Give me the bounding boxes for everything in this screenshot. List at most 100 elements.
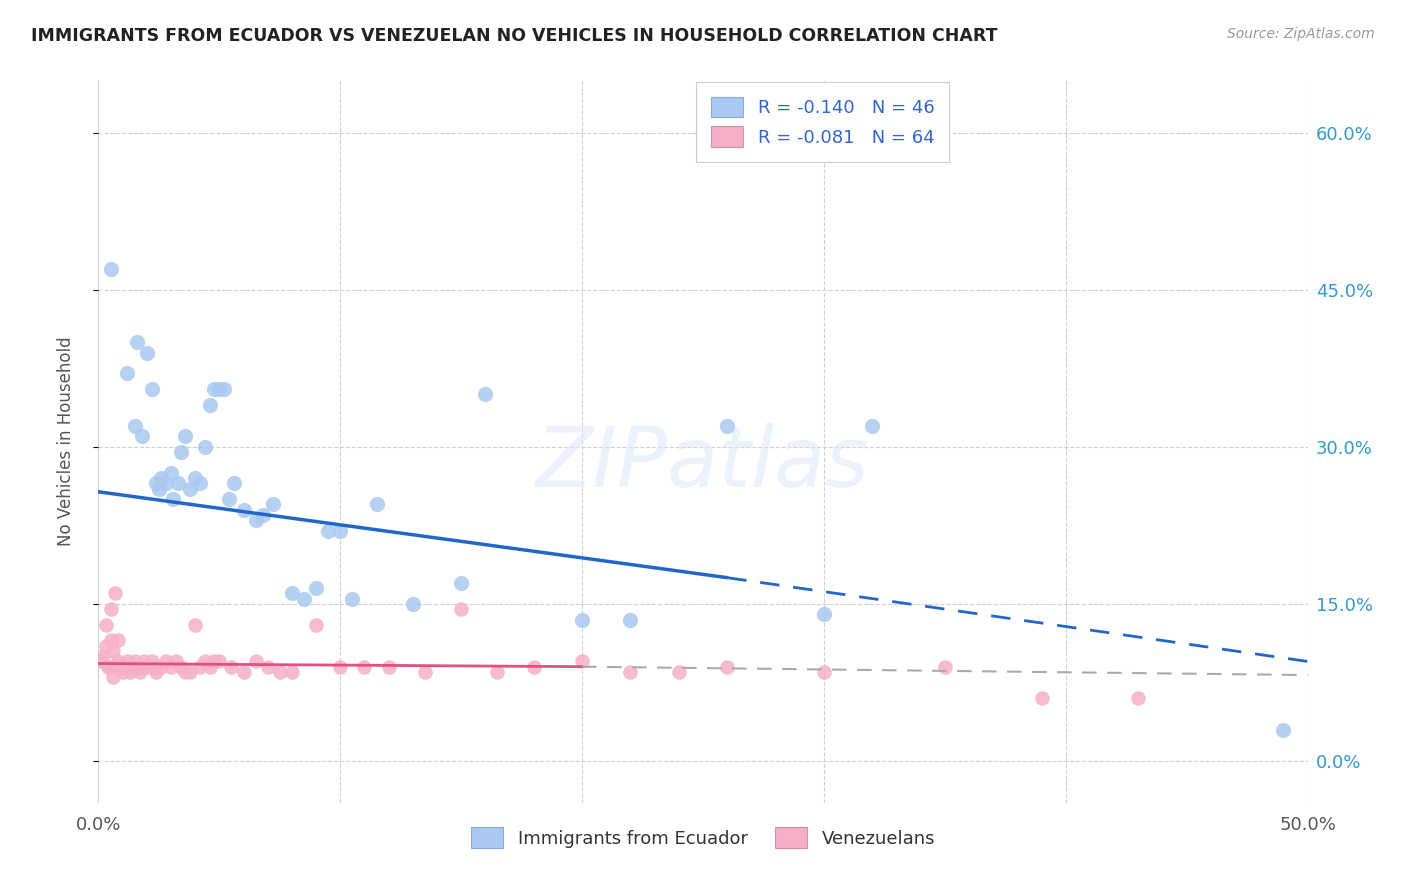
Point: [141, 655, 163, 669]
Point: [169, 659, 191, 673]
Point: [305, 617, 328, 632]
Point: [148, 482, 170, 496]
Point: [934, 659, 956, 673]
Point: [100, 602, 122, 616]
Point: [204, 382, 226, 396]
Point: [305, 581, 328, 595]
Point: [128, 665, 150, 679]
Point: [118, 665, 141, 679]
Point: [179, 665, 201, 679]
Point: [269, 665, 291, 679]
Point: [329, 659, 352, 673]
Point: [124, 418, 146, 433]
Point: [450, 602, 472, 616]
Point: [571, 613, 593, 627]
Point: [134, 655, 156, 669]
Point: [413, 665, 436, 679]
Point: [155, 655, 177, 669]
Point: [107, 633, 129, 648]
Point: [813, 665, 835, 679]
Point: [208, 655, 231, 669]
Point: [131, 659, 153, 673]
Point: [232, 665, 254, 679]
Point: [194, 655, 217, 669]
Text: Source: ZipAtlas.com: Source: ZipAtlas.com: [1227, 27, 1375, 41]
Point: [232, 502, 254, 516]
Point: [281, 586, 304, 600]
Point: [174, 665, 197, 679]
Point: [114, 659, 136, 673]
Point: [104, 586, 127, 600]
Point: [619, 665, 641, 679]
Point: [194, 440, 217, 454]
Point: [366, 497, 388, 511]
Point: [281, 665, 304, 679]
Point: [150, 659, 173, 673]
Point: [1272, 723, 1295, 737]
Point: [1031, 691, 1053, 706]
Point: [131, 429, 153, 443]
Point: [135, 345, 157, 359]
Point: [377, 659, 399, 673]
Point: [523, 659, 546, 673]
Point: [245, 513, 267, 527]
Point: [353, 659, 375, 673]
Point: [486, 665, 509, 679]
Point: [222, 476, 245, 491]
Point: [342, 591, 364, 606]
Point: [619, 613, 641, 627]
Point: [121, 659, 143, 673]
Point: [155, 476, 177, 491]
Point: [813, 607, 835, 622]
Point: [104, 659, 127, 673]
Point: [184, 471, 207, 485]
Point: [208, 382, 231, 396]
Point: [188, 659, 211, 673]
Point: [198, 659, 221, 673]
Point: [94, 639, 117, 653]
Point: [91, 649, 114, 664]
Point: [97, 659, 120, 673]
Point: [108, 659, 131, 673]
Point: [252, 508, 274, 522]
Point: [101, 644, 124, 658]
Point: [150, 471, 173, 485]
Point: [162, 492, 184, 507]
Point: [124, 655, 146, 669]
Point: [135, 659, 157, 673]
Point: [179, 482, 201, 496]
Point: [474, 387, 496, 401]
Point: [188, 476, 211, 491]
Point: [145, 665, 167, 679]
Point: [256, 659, 278, 673]
Point: [245, 655, 267, 669]
Point: [1128, 691, 1150, 706]
Point: [668, 665, 690, 679]
Legend: Immigrants from Ecuador, Venezuelans: Immigrants from Ecuador, Venezuelans: [464, 820, 942, 855]
Text: ZIPatlas: ZIPatlas: [536, 423, 870, 504]
Point: [450, 575, 472, 590]
Point: [221, 659, 243, 673]
Point: [117, 367, 139, 381]
Point: [160, 659, 183, 673]
Point: [127, 334, 149, 349]
Point: [218, 492, 240, 507]
Point: [160, 466, 183, 480]
Point: [107, 655, 129, 669]
Point: [402, 597, 425, 611]
Point: [292, 591, 315, 606]
Point: [204, 655, 226, 669]
Point: [167, 476, 190, 491]
Point: [145, 476, 167, 491]
Point: [174, 429, 197, 443]
Point: [141, 382, 163, 396]
Y-axis label: No Vehicles in Household: No Vehicles in Household: [56, 336, 75, 547]
Point: [90, 655, 112, 669]
Point: [571, 655, 593, 669]
Point: [184, 617, 207, 632]
Point: [860, 418, 883, 433]
Point: [111, 665, 134, 679]
Point: [316, 524, 339, 538]
Point: [329, 524, 352, 538]
Point: [165, 655, 187, 669]
